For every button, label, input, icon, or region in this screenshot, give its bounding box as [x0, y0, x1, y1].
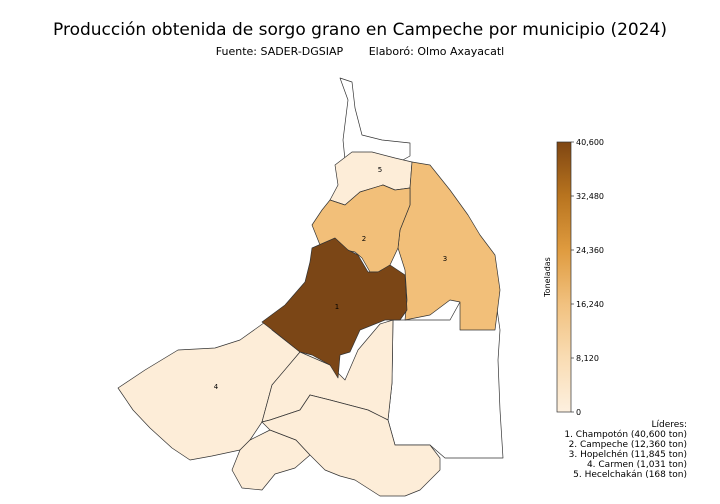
- legend-item: 4. Carmen (1,031 ton): [586, 460, 687, 470]
- colorbar-tick: 16,240: [576, 300, 604, 309]
- label-hecelchakan: 5: [378, 166, 382, 174]
- label-champoton: 1: [335, 303, 339, 311]
- colorbar-label: Toneladas: [543, 257, 552, 298]
- colorbar: [556, 141, 572, 413]
- legend-item: 5. Hecelchakán (168 ton): [573, 470, 687, 480]
- legend-item: 2. Campeche (12,360 ton): [568, 440, 687, 450]
- map-subtitle: Fuente: SADER-DGSIAP Elaboró: Olmo Axaya…: [0, 45, 720, 58]
- colorbar-tick: 8,120: [576, 354, 599, 363]
- label-campeche: 2: [362, 235, 366, 243]
- map-title: Producción obtenida de sorgo grano en Ca…: [53, 20, 667, 40]
- municipio-hopelchen: [397, 161, 501, 331]
- legend-heading: Líderes:: [651, 420, 687, 430]
- colorbar-tick: 32,480: [576, 192, 604, 201]
- leaders-legend: Líderes: 1. Champotón (40,600 ton) 2. Ca…: [564, 420, 687, 480]
- label-carmen: 4: [214, 383, 219, 391]
- municipio-champoton: [261, 237, 408, 379]
- source-label: Fuente: SADER-DGSIAP: [215, 45, 344, 58]
- legend-item: 3. Hopelchén (11,845 ton): [568, 450, 687, 460]
- municipio-palizada: [231, 429, 311, 491]
- author-label: Elaboró: Olmo Axayacatl: [368, 45, 505, 58]
- legend-item: 1. Champotón (40,600 ton): [564, 430, 687, 440]
- colorbar-tick: 24,360: [576, 246, 604, 255]
- colorbar-tick: 40,600: [576, 138, 604, 147]
- municipio-candelaria: [261, 394, 441, 497]
- label-hopelchen: 3: [443, 255, 447, 263]
- colorbar-tick: 0: [576, 408, 581, 417]
